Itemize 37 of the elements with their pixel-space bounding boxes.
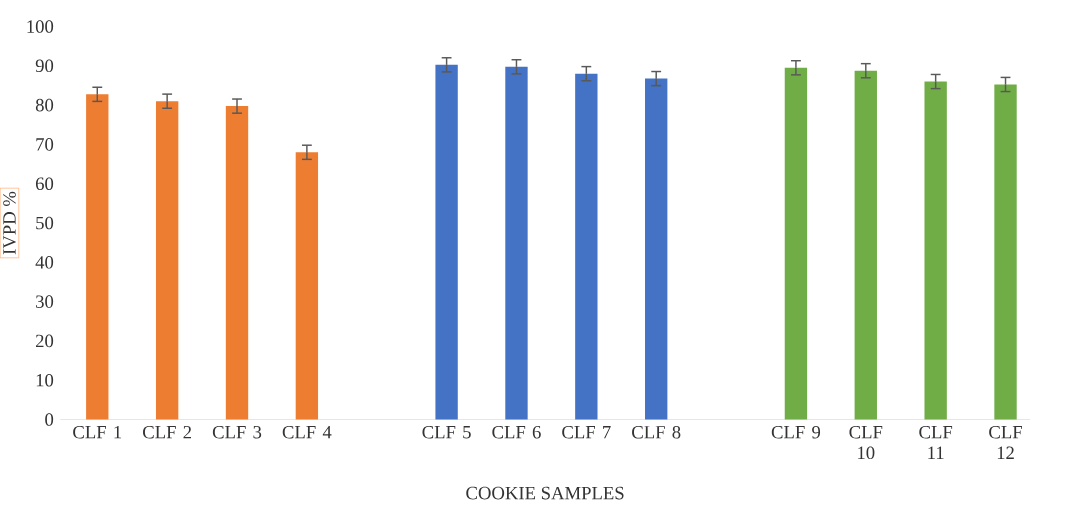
y-tick-label: 40 <box>35 256 54 269</box>
bar <box>155 101 179 420</box>
bar <box>575 73 598 420</box>
x-axis-title: COOKIE SAMPLES <box>466 486 624 500</box>
bar <box>854 70 877 420</box>
y-tick-label: 70 <box>36 138 54 151</box>
x-tick-label: CLF 3 <box>212 426 262 439</box>
x-tick-label: CLF 7 <box>562 426 611 439</box>
y-tick-label: 80 <box>35 98 54 112</box>
x-tick-label: CLF 2 <box>143 426 192 439</box>
x-tick-label: CLF 5 <box>422 426 471 439</box>
bar <box>784 67 808 420</box>
y-axis-title: IVPD % <box>3 191 16 255</box>
bar <box>225 106 249 420</box>
y-tick-label: 20 <box>35 334 54 348</box>
y-tick-label: 90 <box>35 59 54 73</box>
y-tick-label: 10 <box>36 374 54 387</box>
y-tick-label: 30 <box>36 295 54 309</box>
bar <box>505 66 528 420</box>
bar <box>645 78 668 420</box>
x-tick-label: CLF 11 <box>919 426 953 460</box>
y-tick-label: 50 <box>36 216 54 230</box>
x-tick-label: CLF 12 <box>989 426 1022 460</box>
x-tick-label: CLF 10 <box>849 426 883 460</box>
y-tick-label: 100 <box>27 20 54 33</box>
y-tick-label: 60 <box>35 177 54 191</box>
bar <box>924 81 947 420</box>
bar <box>295 152 319 420</box>
y-tick-label: 0 <box>45 413 54 426</box>
x-tick-label: CLF 4 <box>282 426 332 439</box>
x-tick-label: CLF 6 <box>492 426 541 439</box>
x-tick-label: CLF 9 <box>771 426 821 439</box>
bar <box>994 84 1017 420</box>
bar <box>86 94 109 420</box>
x-tick-label: CLF 8 <box>632 426 681 439</box>
bar <box>435 64 458 420</box>
x-tick-label: CLF 1 <box>73 426 122 439</box>
